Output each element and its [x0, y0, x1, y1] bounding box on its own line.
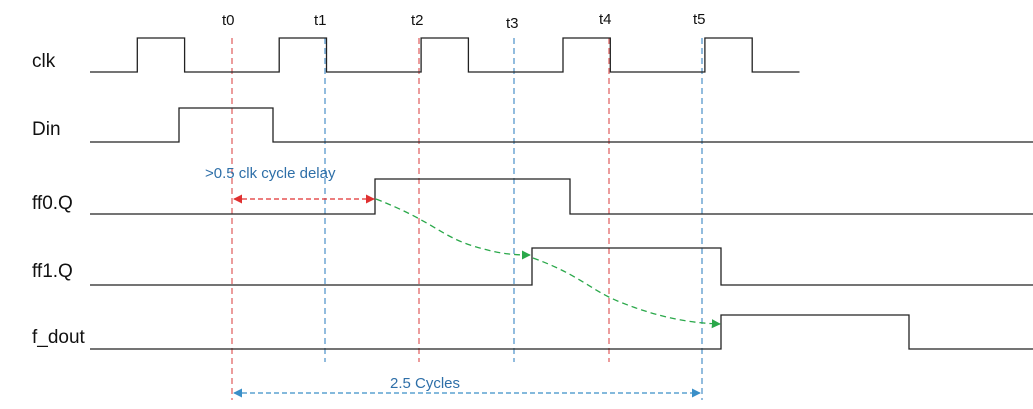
propagation-arrow-ff1q-to-fdout	[532, 257, 721, 329]
signal-label-ff0q: ff0.Q	[32, 193, 73, 214]
propagation-arrow-ff0q-to-ff1q	[375, 198, 531, 260]
waveform-din	[90, 107, 1033, 143]
time-label-t3: t3	[506, 15, 519, 32]
time-label-t2: t2	[411, 12, 424, 29]
time-label-t1: t1	[314, 12, 327, 29]
waveform-clk	[90, 37, 800, 73]
waveform-ff1q	[90, 247, 1033, 286]
time-label-t4: t4	[599, 11, 612, 28]
signal-label-din: Din	[32, 119, 61, 140]
time-label-t5: t5	[693, 11, 706, 28]
signal-label-ff1q: ff1.Q	[32, 261, 73, 282]
time-label-t0: t0	[222, 12, 235, 29]
cycles-annotation-label: 2.5 Cycles	[390, 375, 460, 392]
waveform-fdout	[90, 314, 1033, 350]
delay-annotation-label: >0.5 clk cycle delay	[205, 165, 336, 182]
signal-label-fdout: f_dout	[32, 327, 86, 348]
waveform-ff0q	[90, 178, 1033, 215]
signal-label-clk: clk	[32, 51, 56, 72]
